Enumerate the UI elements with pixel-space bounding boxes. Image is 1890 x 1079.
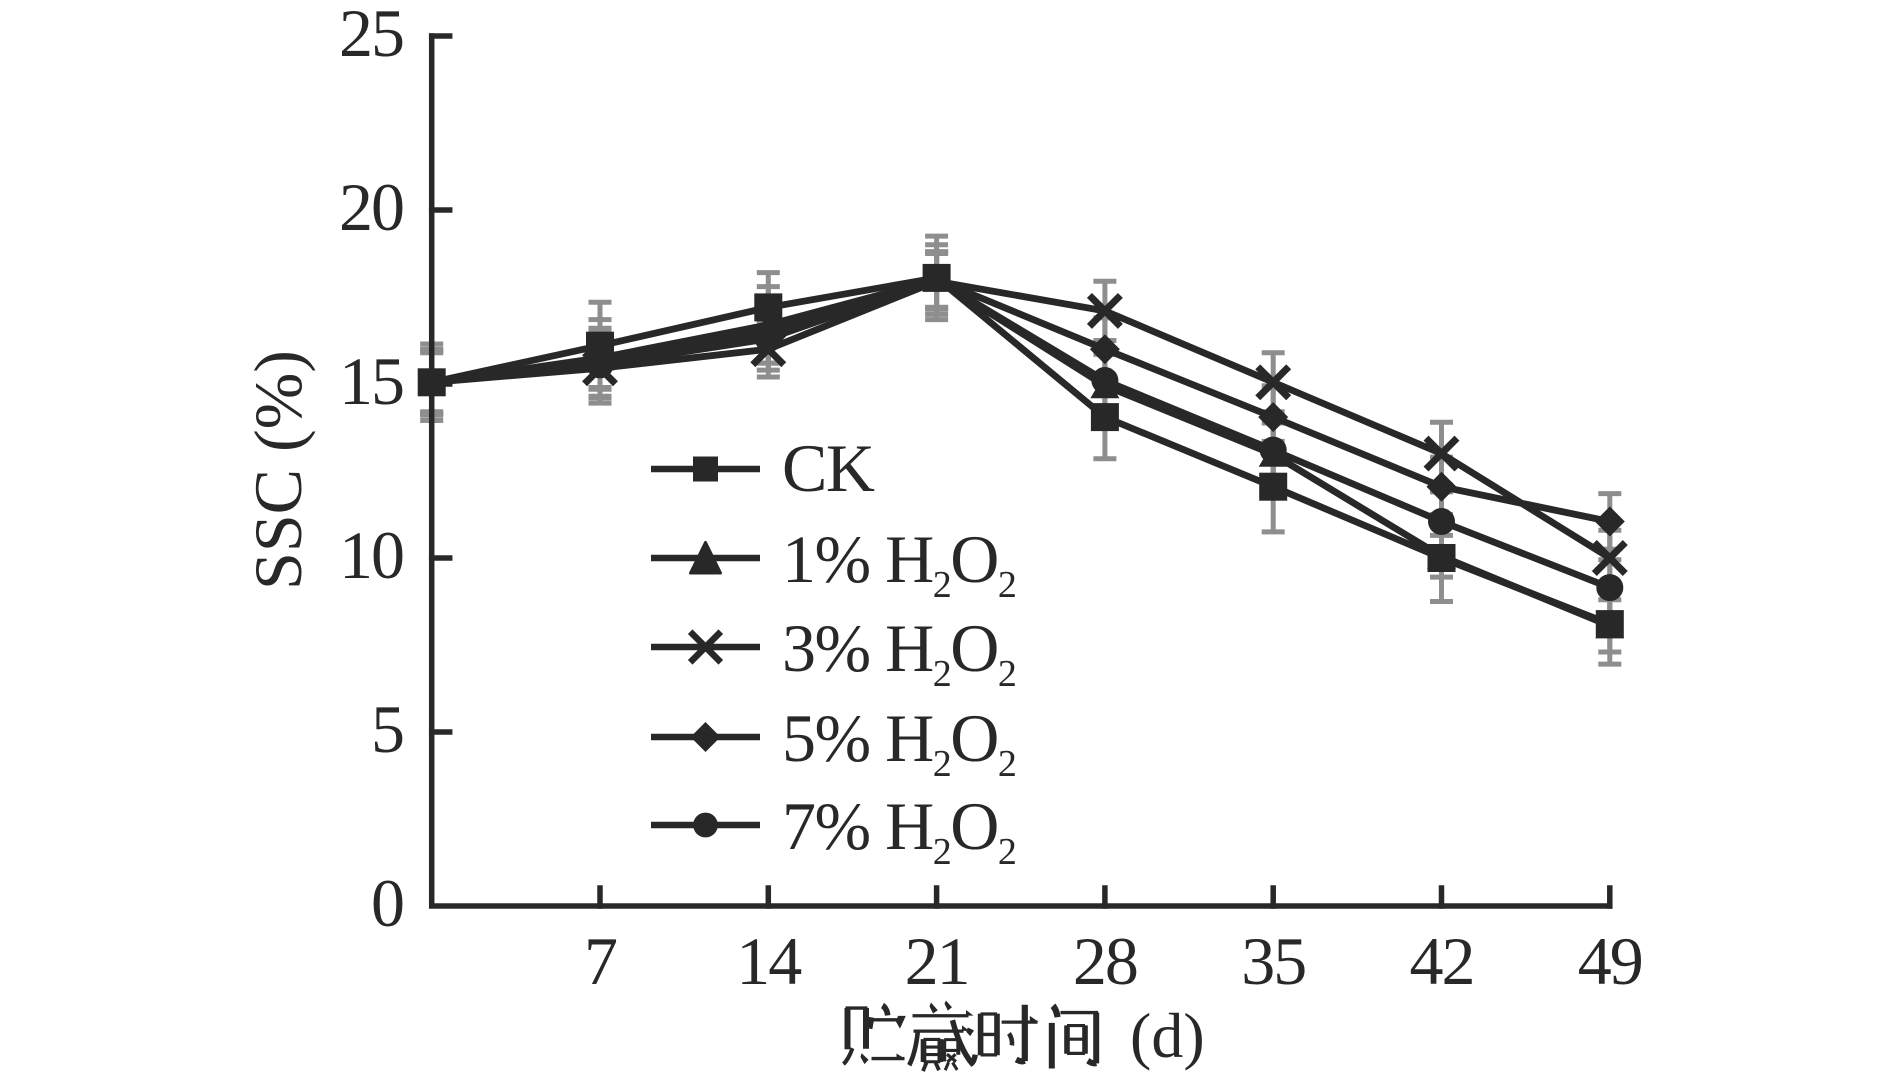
- svg-text:25: 25: [339, 0, 403, 71]
- svg-text:7% H2O2: 7% H2O2: [782, 788, 1015, 873]
- svg-text:5: 5: [371, 691, 403, 767]
- svg-text:7: 7: [584, 923, 617, 999]
- svg-text:14: 14: [736, 923, 801, 999]
- svg-text:49: 49: [1578, 923, 1642, 999]
- svg-text:1% H2O2: 1% H2O2: [782, 521, 1015, 606]
- svg-text:20: 20: [339, 169, 403, 245]
- svg-text:10: 10: [339, 517, 403, 593]
- svg-text:3% H2O2: 3% H2O2: [782, 610, 1015, 695]
- svg-text:(d): (d): [1130, 1000, 1205, 1071]
- svg-text:CK: CK: [782, 430, 875, 506]
- svg-text:35: 35: [1241, 923, 1305, 999]
- svg-text:0: 0: [371, 865, 403, 941]
- svg-text:5% H2O2: 5% H2O2: [782, 700, 1015, 785]
- svg-text:21: 21: [905, 923, 969, 999]
- svg-text:SSC (%): SSC (%): [240, 350, 316, 590]
- svg-text:15: 15: [339, 343, 403, 419]
- svg-text:42: 42: [1410, 923, 1474, 999]
- svg-text:28: 28: [1073, 923, 1137, 999]
